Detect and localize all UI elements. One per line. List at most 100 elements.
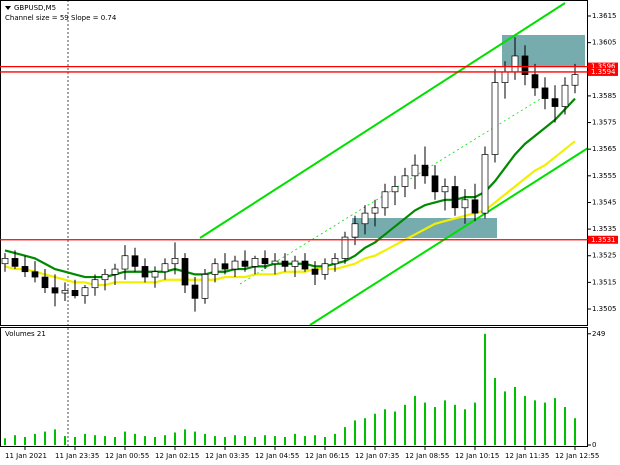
candle-body (141, 266, 149, 278)
candle-body (451, 186, 459, 209)
volume-title: Volumes 21 (5, 330, 46, 338)
candle-body (151, 271, 159, 278)
candle-body (531, 74, 539, 89)
y-tick-label: 1.3605 (592, 39, 617, 47)
candle-body (101, 274, 109, 281)
candle-body (461, 199, 469, 209)
chart-subtitle: Channel size = 59 Slope = 0.74 (5, 14, 117, 22)
x-tick-label: 12 Jan 06:15 (305, 452, 349, 460)
x-tick-label: 12 Jan 00:55 (105, 452, 149, 460)
candle-body (281, 260, 289, 267)
x-tick-label: 12 Jan 10:15 (455, 452, 499, 460)
candle-body (261, 258, 269, 265)
candle-body (471, 199, 479, 214)
candle-body (371, 207, 379, 214)
chart-title: GBPUSD,M5 (14, 4, 56, 12)
candle-body (341, 236, 349, 259)
candle-body (411, 164, 419, 177)
candle-body (131, 255, 139, 267)
moving-average (4, 140, 576, 287)
level-label-box (588, 67, 618, 76)
x-tick-label: 12 Jan 04:55 (255, 452, 299, 460)
candle-body (301, 260, 309, 270)
candle-body (441, 186, 449, 193)
x-tick-label: 12 Jan 12:55 (555, 452, 599, 460)
candle-body (541, 87, 549, 99)
x-tick-label: 12 Jan 03:35 (205, 452, 249, 460)
y-tick-label: 1.3565 (592, 145, 617, 153)
x-tick-label: 12 Jan 07:35 (355, 452, 399, 460)
candle-body (211, 263, 219, 275)
candle-body (11, 258, 19, 267)
y-tick-label: 1.3545 (592, 198, 617, 206)
candle-body (171, 258, 179, 265)
y-tick-label: 1.3555 (592, 172, 617, 180)
level-label: 1.3596 (591, 63, 616, 71)
candle-body (311, 268, 319, 275)
candle-body (291, 260, 299, 267)
candle-body (561, 84, 569, 107)
candle-body (241, 260, 249, 267)
candle-body (391, 186, 399, 193)
candle-body (251, 258, 259, 267)
moving-average (4, 97, 576, 279)
channel-line (309, 147, 589, 326)
level-label-box (588, 235, 618, 244)
candle-body (221, 263, 229, 270)
candle-body (381, 191, 389, 209)
candle-body (491, 82, 499, 155)
x-tick-label: 12 Jan 08:55 (405, 452, 449, 460)
candle-body (481, 154, 489, 214)
y-tick-label: 1.3585 (592, 92, 617, 100)
candle-body (1, 258, 9, 265)
y-tick-label: 1.3615 (592, 12, 617, 20)
candle-body (421, 164, 429, 177)
candle-body (61, 290, 69, 294)
x-tick-label: 11 Jan 2021 (5, 452, 47, 460)
candle-body (181, 258, 189, 286)
x-tick-label: 12 Jan 11:35 (505, 452, 549, 460)
candle-body (231, 260, 239, 270)
candle-body (91, 279, 99, 289)
y-tick-label: 1.3505 (592, 305, 617, 313)
candle-body (521, 55, 529, 75)
candle-body (161, 263, 169, 273)
channel-line (199, 2, 566, 239)
y-tick-label: 1.3525 (592, 252, 617, 260)
y-tick-label: 1.3575 (592, 119, 617, 127)
candle-body (271, 260, 279, 265)
volume-pane-frame (0, 327, 588, 447)
candle-body (511, 55, 519, 73)
candle-body (41, 276, 49, 289)
candle-body (71, 290, 79, 297)
candle-body (321, 263, 329, 275)
volume-tick-label: 249 (592, 330, 605, 338)
candle-body (201, 274, 209, 299)
candle-body (401, 175, 409, 187)
candle-body (51, 287, 59, 294)
candle-body (361, 212, 369, 225)
candle-body (121, 255, 129, 270)
candle-body (111, 268, 119, 275)
level-label-box (588, 62, 618, 71)
candle-body (31, 271, 39, 278)
candle-body (551, 98, 559, 107)
x-tick-label: 11 Jan 23:35 (55, 452, 99, 460)
y-tick-label: 1.3515 (592, 278, 617, 286)
y-tick-label: 1.3535 (592, 225, 617, 233)
candle-body (21, 266, 29, 273)
candle-body (431, 175, 439, 193)
price-pane-frame (0, 0, 588, 326)
candle-body (331, 258, 339, 265)
x-tick-label: 12 Jan 02:15 (155, 452, 199, 460)
level-label: 1.3594 (591, 68, 616, 76)
menu-arrow (5, 6, 11, 10)
candle-body (501, 71, 509, 83)
candle-body (351, 223, 359, 238)
candle-body (571, 74, 579, 86)
candle-body (81, 287, 89, 297)
level-label: 1.3531 (591, 236, 616, 244)
volume-tick-label: 0 (592, 441, 596, 449)
